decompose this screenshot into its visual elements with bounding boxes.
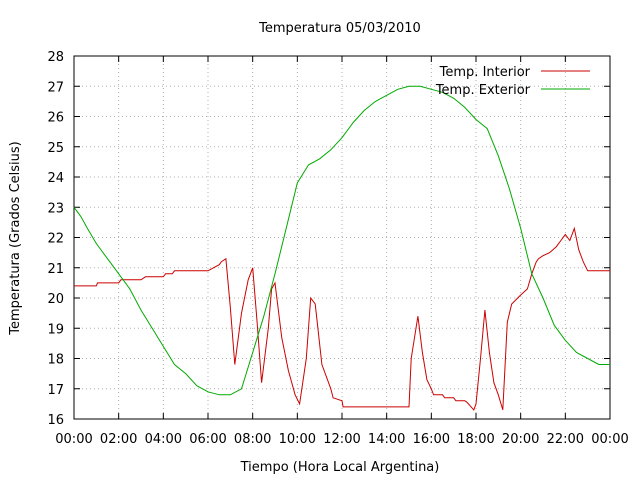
grid-lines [74,56,610,419]
x-tick-label: 20:00 [502,432,539,447]
y-tick-label: 26 [47,111,64,126]
x-tick-label: 00:00 [591,432,628,447]
x-axis-label: Tiempo (Hora Local Argentina) [240,460,440,475]
chart-title: Temperatura 05/03/2010 [258,21,421,36]
x-tick-label: 14:00 [368,432,405,447]
series-line-1 [73,85,610,396]
x-tick-label: 02:00 [100,432,137,447]
y-tick-label: 18 [47,353,64,368]
y-tick-label: 22 [47,232,64,247]
y-tick-label: 20 [47,292,64,307]
legend: Temp. Interior Temp. Exterior [435,65,590,98]
y-tick-label: 24 [47,171,64,186]
y-tick-label: 21 [47,262,64,277]
x-tick-label: 18:00 [457,432,494,447]
legend-label-1: Temp. Exterior [435,83,531,98]
y-tick-label: 19 [47,322,64,337]
x-tick-label: 10:00 [279,432,316,447]
y-tick-label: 16 [47,413,64,428]
y-tick-label: 17 [47,383,64,398]
y-tick-label: 23 [47,201,64,216]
x-tick-label: 04:00 [145,432,182,447]
x-tick-label: 22:00 [547,432,584,447]
series-lines [73,85,610,411]
x-tick-label: 06:00 [189,432,226,447]
y-axis-label: Temperatura (Grados Celsius) [8,141,23,335]
legend-label-0: Temp. Interior [439,65,531,80]
x-tick-label: 00:00 [55,432,92,447]
y-tick-label: 28 [47,50,64,65]
x-tick-label: 08:00 [234,432,271,447]
series-line-0 [74,226,610,411]
axis-ticks: 16 17 18 19 20 21 22 23 24 25 26 27 28 00:00 02:00 04:0… [47,50,628,447]
y-tick-label: 27 [47,80,64,95]
x-tick-label: 12:00 [323,432,360,447]
x-tick-label: 16:00 [413,432,450,447]
y-tick-label: 25 [47,141,64,156]
